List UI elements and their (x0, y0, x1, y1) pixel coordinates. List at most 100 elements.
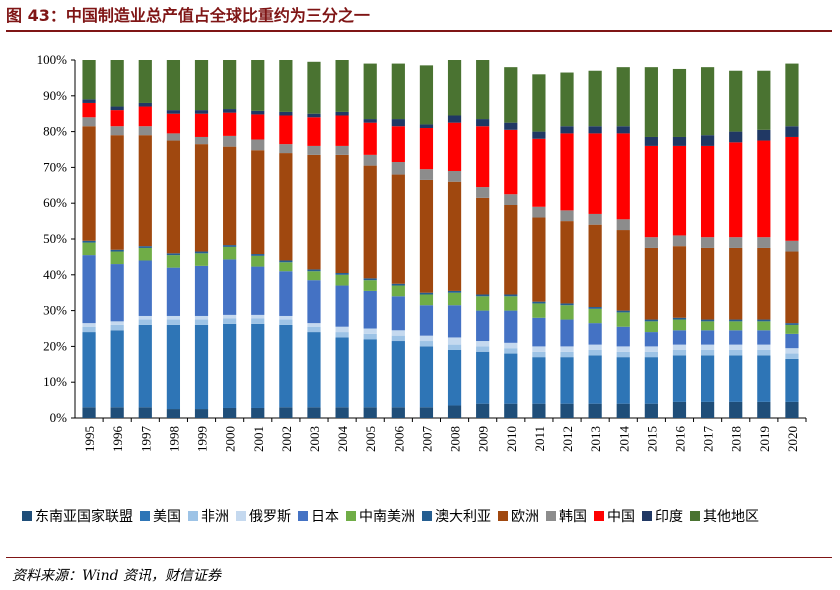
bar-segment (560, 221, 574, 304)
bar-segment (504, 342, 518, 349)
bar-segment (251, 255, 265, 267)
bar-segment (279, 260, 293, 263)
x-tick-label: 2005 (363, 426, 378, 452)
legend-swatch (236, 511, 246, 521)
bar-segment (307, 269, 321, 272)
bar-segment (391, 335, 405, 342)
bar-segment (419, 128, 434, 170)
bar-segment (504, 129, 518, 195)
legend-label: 中南美洲 (359, 509, 415, 525)
y-tick-label: 80% (43, 124, 67, 139)
x-tick-label: 2020 (785, 426, 800, 452)
bar-segment (447, 405, 462, 418)
bar-segment (588, 403, 602, 418)
bar-segment (363, 278, 377, 281)
legend-swatch (298, 511, 308, 521)
bar-segment (757, 321, 771, 331)
bar-segment (391, 285, 405, 297)
legend-item: 日本 (298, 506, 339, 526)
legend-label: 韩国 (559, 509, 587, 525)
bar-segment (223, 318, 237, 324)
bar-segment (447, 344, 462, 350)
bar-segment (447, 349, 462, 406)
bar-segment (166, 110, 181, 114)
bar-segment (729, 142, 743, 238)
bar-segment (363, 165, 377, 279)
x-tick-label: 2003 (307, 426, 322, 452)
bar-segment (419, 169, 434, 180)
bar-segment (110, 135, 124, 250)
bar-segment (700, 401, 715, 418)
legend-item: 俄罗斯 (236, 506, 291, 526)
bar-segment (419, 179, 434, 293)
bar-segment (644, 332, 658, 347)
bar-segment (391, 283, 405, 286)
bar-segment (672, 319, 687, 331)
bar-segment (588, 70, 602, 127)
bar-segment (700, 237, 715, 248)
bar-segment (616, 126, 630, 134)
bar-segment (194, 113, 209, 137)
bar-segment (476, 351, 490, 404)
x-tick-label: 2014 (616, 426, 631, 453)
y-tick-label: 0% (50, 410, 68, 425)
legend-label: 非洲 (201, 509, 229, 525)
bar-segment (785, 63, 799, 127)
bar-segment (279, 153, 293, 261)
bar-segment (616, 312, 630, 327)
bar-segment (279, 315, 293, 320)
bar-segment (279, 262, 293, 272)
bar-segment (223, 314, 237, 319)
bar-segment (138, 102, 152, 107)
bar-segment (729, 330, 743, 345)
x-tick-label: 1997 (138, 426, 153, 453)
bar-segment (447, 337, 462, 345)
bar-segment (82, 102, 96, 118)
bar-segment (223, 135, 237, 147)
bar-segment (785, 323, 799, 325)
source-divider (6, 557, 832, 558)
bar-segment (672, 68, 687, 137)
bar-segment (476, 187, 490, 198)
bar-segment (672, 330, 687, 345)
bar-segment (476, 296, 490, 311)
bar-segment (476, 60, 490, 120)
bar-segment (335, 337, 349, 408)
legend-swatch (546, 511, 556, 521)
bar-segment (363, 290, 377, 329)
x-tick-label: 2001 (251, 426, 266, 452)
bar-segment (729, 70, 743, 132)
bar-segment (504, 310, 518, 343)
bar-segment (138, 324, 152, 408)
bar-segment (223, 259, 237, 315)
bar-segment (307, 332, 321, 408)
bar-segment (616, 346, 630, 352)
bar-segment (82, 126, 96, 241)
legend-swatch (346, 511, 356, 521)
bar-segment (447, 292, 462, 306)
bar-segment (194, 409, 209, 418)
bar-segment (138, 315, 152, 320)
bar-segment (785, 251, 799, 324)
bar-segment (251, 114, 265, 140)
bar-segment (279, 319, 293, 325)
bar-segment (419, 346, 434, 408)
bar-segment (504, 67, 518, 123)
legend-item: 非洲 (188, 506, 229, 526)
bar-segment (532, 357, 546, 404)
legend-label: 日本 (311, 509, 339, 525)
bar-segment (532, 74, 546, 132)
bar-segment (223, 109, 237, 113)
bar-segment (785, 136, 799, 241)
bar-segment (335, 407, 349, 418)
legend-swatch (22, 511, 32, 521)
bar-segment (560, 72, 574, 127)
bar-segment (785, 126, 799, 137)
bar-segment (419, 292, 434, 295)
bar-segment (476, 346, 490, 352)
bar-segment (700, 135, 715, 146)
bar-segment (672, 401, 687, 418)
bar-segment (700, 349, 715, 356)
bar-segment (279, 115, 293, 145)
bar-segment (391, 341, 405, 408)
